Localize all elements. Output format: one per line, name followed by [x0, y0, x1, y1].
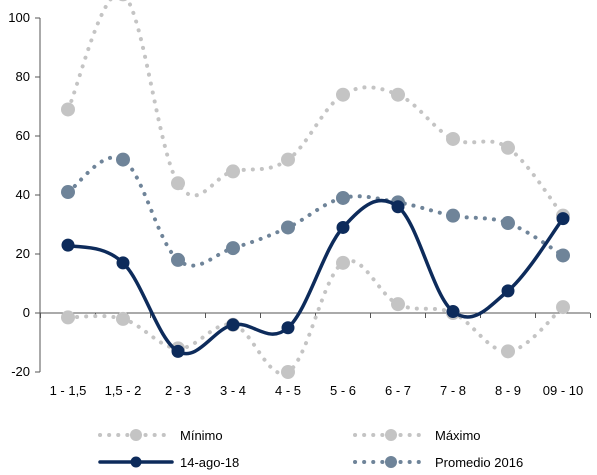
series-line-m-nimo: [66, 258, 565, 376]
legend-marker-m-ximo: [385, 429, 397, 441]
x-tick-label: 7 - 8: [440, 383, 466, 398]
data-point-14-ago-18: [61, 238, 75, 252]
data-point-m-nimo: [336, 255, 350, 270]
y-tick-label: -20: [11, 364, 30, 379]
x-tick-label: 5 - 6: [330, 383, 356, 398]
data-point-m-ximo: [501, 140, 515, 155]
data-point-m-nimo: [61, 310, 75, 325]
x-tick-label: 1 - 1,5: [50, 383, 87, 398]
data-point-14-ago-18: [446, 305, 460, 319]
x-tick-label: 6 - 7: [385, 383, 411, 398]
data-point-14-ago-18: [556, 212, 570, 226]
data-point-m-nimo: [281, 365, 295, 379]
x-tick-label: 3 - 4: [220, 383, 246, 398]
data-point-m-nimo: [556, 300, 570, 315]
data-point-promedio-2016: [171, 252, 185, 267]
data-point-m-nimo: [501, 344, 515, 359]
x-tick-label: 1,5 - 2: [105, 383, 142, 398]
data-point-14-ago-18: [171, 344, 185, 358]
data-point-14-ago-18: [116, 256, 130, 270]
data-point-m-ximo: [391, 87, 405, 102]
data-point-m-ximo: [61, 102, 75, 117]
data-point-m-nimo: [116, 311, 130, 326]
data-point-promedio-2016: [226, 241, 240, 256]
y-tick-label: 60: [16, 128, 30, 143]
legend-marker-promedio-2016: [385, 456, 397, 468]
data-point-14-ago-18: [281, 321, 295, 335]
data-point-promedio-2016: [501, 216, 515, 231]
series-line-m-ximo: [66, 0, 565, 218]
legend-label-m-ximo: Máximo: [435, 428, 481, 443]
legend-marker-m-nimo: [130, 429, 142, 441]
x-tick-label: 8 - 9: [495, 383, 521, 398]
series-line-14-ago-18: [66, 198, 565, 356]
x-tick-label: 4 - 5: [275, 383, 301, 398]
legend-label-14-ago-18: 14-ago-18: [180, 455, 239, 470]
data-point-m-ximo: [281, 152, 295, 167]
series-line-promedio-2016: [66, 155, 565, 268]
y-tick-label: 80: [16, 69, 30, 84]
data-point-m-ximo: [226, 164, 240, 179]
data-point-promedio-2016: [61, 185, 75, 200]
y-tick-label: 40: [16, 187, 30, 202]
data-point-promedio-2016: [446, 208, 460, 223]
data-point-14-ago-18: [336, 220, 350, 234]
data-point-m-ximo: [118, 0, 128, 2]
data-point-m-ximo: [171, 176, 185, 191]
legend-marker-14-ago-18: [130, 456, 142, 468]
y-tick-label: 20: [16, 246, 30, 261]
data-point-promedio-2016: [556, 248, 570, 263]
legend-label-promedio-2016: Promedio 2016: [435, 455, 523, 470]
y-tick-label: 0: [23, 305, 30, 320]
data-point-promedio-2016: [281, 220, 295, 235]
data-point-promedio-2016: [336, 190, 350, 205]
data-point-m-nimo: [391, 297, 405, 312]
x-tick-label: 2 - 3: [165, 383, 191, 398]
data-point-promedio-2016: [116, 152, 130, 167]
data-point-14-ago-18: [391, 200, 405, 214]
data-point-m-ximo: [446, 131, 460, 146]
x-tick-label: 09 - 10: [543, 383, 583, 398]
y-tick-label: 100: [8, 10, 30, 25]
legend-label-m-nimo: Mínimo: [180, 428, 223, 443]
data-point-14-ago-18: [226, 318, 240, 332]
data-point-m-ximo: [336, 87, 350, 102]
data-point-14-ago-18: [501, 284, 515, 298]
